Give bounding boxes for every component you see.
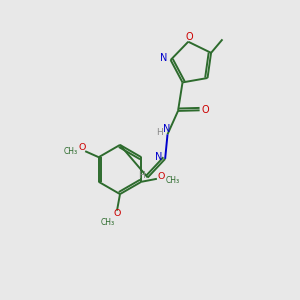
Text: O: O (158, 172, 165, 181)
Text: O: O (113, 208, 121, 217)
Text: N: N (155, 152, 162, 162)
Text: O: O (201, 105, 209, 115)
Text: CH₃: CH₃ (165, 176, 180, 185)
Text: N: N (160, 53, 168, 64)
Text: CH₃: CH₃ (101, 218, 115, 227)
Text: H: H (156, 128, 163, 137)
Text: O: O (186, 32, 193, 42)
Text: CH₃: CH₃ (64, 147, 78, 156)
Text: N: N (163, 124, 170, 134)
Text: O: O (78, 143, 85, 152)
Text: H: H (138, 171, 145, 180)
